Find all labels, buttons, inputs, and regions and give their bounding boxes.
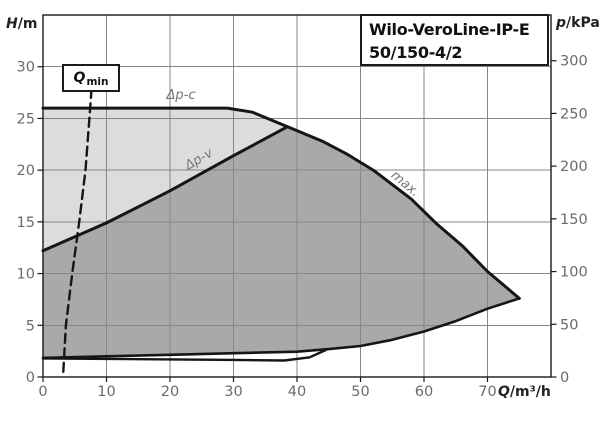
- right-axis-variable: p: [556, 15, 567, 31]
- pump-model-line1: Wilo-VeroLine-IP-E: [369, 20, 530, 39]
- tick-label: 40: [288, 384, 306, 400]
- tick-label: 150: [560, 212, 588, 228]
- tick-label: 0: [560, 370, 569, 386]
- x-axis-variable: Q: [498, 384, 510, 400]
- dp-c-region: [43, 108, 288, 251]
- tick-label: 15: [17, 215, 35, 231]
- x-axis-label: Q/m³/h: [498, 384, 551, 400]
- q-min-dashed-curve: [62, 83, 94, 373]
- qmin-subscript: min: [86, 76, 109, 88]
- grid-layer: [43, 15, 551, 377]
- tick-label: 0: [26, 370, 35, 386]
- tick-label: 25: [17, 111, 35, 127]
- tick-label: 60: [415, 384, 433, 400]
- tick-label: 70: [478, 384, 496, 400]
- tick-label: 300: [560, 54, 588, 70]
- tick-label: 30: [224, 384, 242, 400]
- dp-c-curve-label: Δp-c: [166, 88, 196, 103]
- x-axis-unit: /m³/h: [509, 384, 551, 400]
- right-axis-label: p/kPa: [556, 15, 600, 31]
- left-axis-label: H/m: [6, 16, 37, 32]
- pump-model-line2: 50/150-4/2: [369, 43, 463, 62]
- left-axis-variable: H: [6, 16, 18, 32]
- operating-field-region: [43, 126, 520, 358]
- min-speed-curve: [41, 348, 327, 362]
- right-axis-unit: /kPa: [566, 15, 600, 31]
- tick-label: 20: [161, 384, 179, 400]
- tick-label: 50: [560, 317, 578, 333]
- max-speed-curve: [41, 106, 521, 300]
- title-box: Wilo-VeroLine-IP-E 50/150-4/2: [360, 14, 549, 66]
- lower-boundary-curve: [41, 297, 521, 360]
- tick-label: 10: [97, 384, 115, 400]
- tick-label: 100: [560, 265, 588, 281]
- tick-label: 50: [351, 384, 369, 400]
- tick-label: 0: [38, 384, 47, 400]
- tick-label: 200: [560, 159, 588, 175]
- tick-label: 10: [17, 267, 35, 283]
- tick-label: 30: [17, 60, 35, 76]
- tick-label: 250: [560, 106, 588, 122]
- left-axis-unit: /m: [17, 16, 38, 32]
- qmin-variable: Q: [73, 70, 86, 86]
- tick-label: 20: [17, 163, 35, 179]
- tick-label: 5: [26, 318, 35, 334]
- dp-v-curve: [41, 125, 289, 253]
